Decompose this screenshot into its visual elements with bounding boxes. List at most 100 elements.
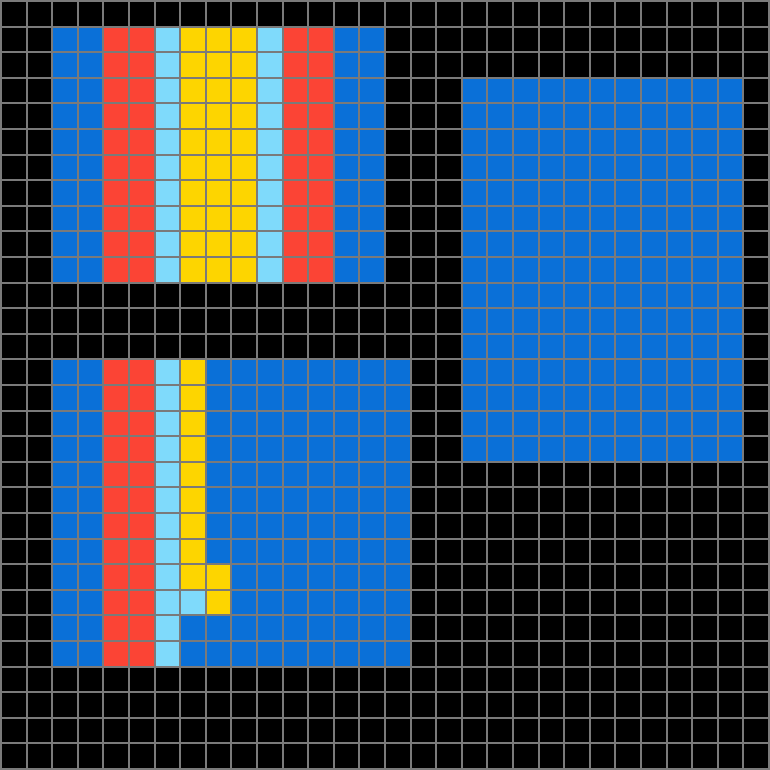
grid-cell-blue[interactable]: [514, 309, 538, 333]
grid-cell-black[interactable]: [744, 360, 768, 384]
grid-cell-blue[interactable]: [514, 130, 538, 154]
grid-cell-red[interactable]: [309, 27, 333, 52]
grid-cell-black[interactable]: [181, 334, 205, 359]
grid-cell-black[interactable]: [667, 642, 692, 666]
grid-cell-blue[interactable]: [462, 155, 487, 180]
grid-cell-blue[interactable]: [78, 53, 103, 77]
grid-cell-red[interactable]: [130, 539, 154, 564]
grid-cell-blue[interactable]: [642, 258, 666, 282]
grid-cell-blue[interactable]: [258, 565, 282, 589]
grid-cell-black[interactable]: [565, 565, 589, 589]
grid-cell-blue[interactable]: [206, 462, 231, 487]
grid-cell-black[interactable]: [565, 2, 589, 26]
grid-cell-blue[interactable]: [258, 360, 282, 384]
grid-cell-black[interactable]: [667, 462, 692, 487]
grid-cell-yellow[interactable]: [181, 565, 205, 589]
grid-cell-cyan[interactable]: [258, 27, 282, 52]
grid-cell-black[interactable]: [411, 181, 436, 205]
grid-cell-black[interactable]: [565, 488, 589, 512]
grid-cell-black[interactable]: [27, 53, 52, 77]
grid-cell-black[interactable]: [437, 155, 461, 180]
grid-cell-blue[interactable]: [386, 539, 410, 564]
grid-cell-black[interactable]: [718, 514, 743, 538]
grid-cell-red[interactable]: [104, 514, 128, 538]
grid-cell-black[interactable]: [232, 283, 256, 308]
grid-cell-black[interactable]: [27, 616, 52, 640]
grid-cell-blue[interactable]: [386, 590, 410, 615]
grid-cell-blue[interactable]: [616, 155, 640, 180]
grid-cell-yellow[interactable]: [181, 27, 205, 52]
grid-cell-black[interactable]: [718, 590, 743, 615]
grid-cell-blue[interactable]: [78, 104, 103, 128]
grid-cell-blue[interactable]: [78, 130, 103, 154]
grid-cell-blue[interactable]: [488, 130, 512, 154]
grid-cell-blue[interactable]: [693, 181, 717, 205]
grid-cell-blue[interactable]: [78, 232, 103, 256]
grid-cell-blue[interactable]: [642, 206, 666, 231]
grid-cell-blue[interactable]: [309, 514, 333, 538]
grid-cell-black[interactable]: [232, 334, 256, 359]
grid-cell-black[interactable]: [437, 53, 461, 77]
grid-cell-blue[interactable]: [488, 258, 512, 282]
grid-cell-black[interactable]: [744, 411, 768, 436]
grid-cell-black[interactable]: [744, 27, 768, 52]
grid-cell-blue[interactable]: [206, 437, 231, 461]
grid-cell-blue[interactable]: [488, 283, 512, 308]
grid-cell-yellow[interactable]: [232, 27, 256, 52]
grid-cell-blue[interactable]: [78, 437, 103, 461]
grid-cell-blue[interactable]: [309, 411, 333, 436]
grid-cell-red[interactable]: [130, 360, 154, 384]
grid-cell-black[interactable]: [642, 53, 666, 77]
grid-cell-black[interactable]: [258, 693, 282, 717]
grid-cell-black[interactable]: [616, 565, 640, 589]
grid-cell-blue[interactable]: [616, 411, 640, 436]
grid-cell-black[interactable]: [744, 744, 768, 768]
grid-cell-black[interactable]: [2, 232, 26, 256]
grid-cell-blue[interactable]: [616, 206, 640, 231]
grid-cell-blue[interactable]: [386, 386, 410, 410]
grid-cell-black[interactable]: [181, 693, 205, 717]
grid-cell-blue[interactable]: [78, 514, 103, 538]
grid-cell-blue[interactable]: [488, 206, 512, 231]
grid-cell-blue[interactable]: [616, 232, 640, 256]
grid-cell-blue[interactable]: [386, 411, 410, 436]
grid-cell-black[interactable]: [462, 642, 487, 666]
grid-cell-blue[interactable]: [206, 488, 231, 512]
grid-cell-black[interactable]: [411, 565, 436, 589]
grid-cell-blue[interactable]: [78, 258, 103, 282]
grid-cell-black[interactable]: [2, 642, 26, 666]
grid-cell-red[interactable]: [309, 130, 333, 154]
grid-cell-black[interactable]: [462, 2, 487, 26]
grid-cell-cyan[interactable]: [155, 462, 180, 487]
grid-cell-blue[interactable]: [514, 360, 538, 384]
grid-cell-blue[interactable]: [334, 590, 359, 615]
grid-cell-black[interactable]: [411, 514, 436, 538]
grid-cell-blue[interactable]: [360, 206, 384, 231]
grid-cell-black[interactable]: [539, 718, 564, 743]
grid-cell-black[interactable]: [27, 130, 52, 154]
grid-cell-black[interactable]: [181, 744, 205, 768]
grid-cell-blue[interactable]: [565, 181, 589, 205]
grid-cell-red[interactable]: [130, 181, 154, 205]
grid-cell-black[interactable]: [360, 334, 384, 359]
grid-cell-black[interactable]: [27, 437, 52, 461]
grid-cell-black[interactable]: [27, 642, 52, 666]
grid-cell-red[interactable]: [104, 78, 128, 103]
grid-cell-black[interactable]: [514, 590, 538, 615]
grid-cell-blue[interactable]: [283, 437, 308, 461]
grid-cell-black[interactable]: [667, 2, 692, 26]
grid-cell-blue[interactable]: [283, 462, 308, 487]
grid-cell-blue[interactable]: [565, 437, 589, 461]
grid-cell-black[interactable]: [565, 642, 589, 666]
grid-cell-blue[interactable]: [590, 334, 615, 359]
grid-cell-black[interactable]: [642, 539, 666, 564]
grid-cell-blue[interactable]: [565, 104, 589, 128]
grid-cell-black[interactable]: [744, 181, 768, 205]
grid-cell-black[interactable]: [590, 2, 615, 26]
grid-cell-black[interactable]: [693, 2, 717, 26]
grid-cell-black[interactable]: [642, 616, 666, 640]
grid-cell-cyan[interactable]: [155, 565, 180, 589]
grid-cell-black[interactable]: [590, 488, 615, 512]
grid-cell-blue[interactable]: [565, 334, 589, 359]
grid-cell-blue[interactable]: [718, 258, 743, 282]
